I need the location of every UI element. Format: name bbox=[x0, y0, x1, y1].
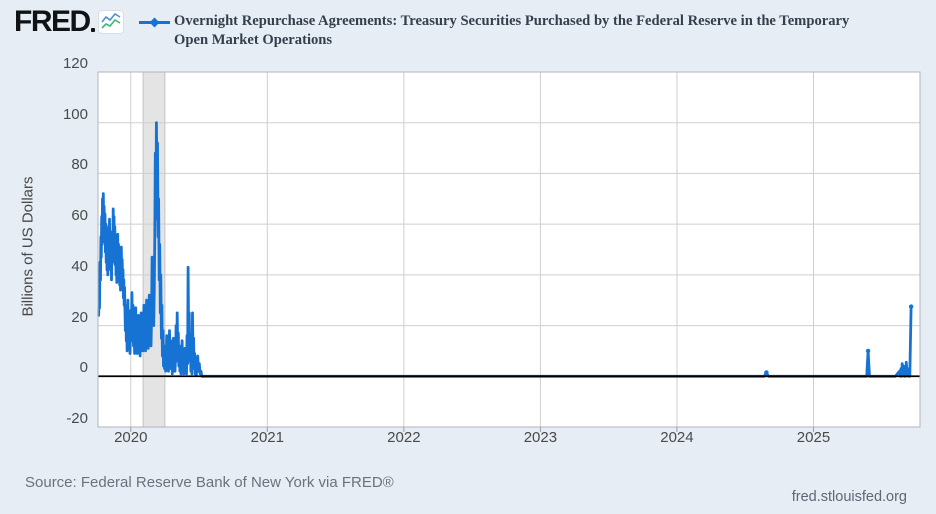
y-tick-label: 0 bbox=[79, 359, 88, 377]
x-tick-label: 2023 bbox=[523, 429, 558, 446]
data-series-line bbox=[97, 121, 913, 378]
diamond-line-marker-icon bbox=[139, 16, 170, 29]
data-point-marker bbox=[908, 304, 914, 309]
source-note: Source: Federal Reserve Bank of New York… bbox=[25, 474, 394, 491]
fred-logo-registered-dot bbox=[90, 28, 95, 32]
y-tick-label: 120 bbox=[62, 55, 88, 72]
data-point-marker bbox=[764, 370, 769, 375]
x-tick-label: 2021 bbox=[250, 429, 284, 446]
line-chart-icon bbox=[97, 10, 124, 34]
legend-item[interactable] bbox=[139, 16, 170, 29]
y-tick-label: 100 bbox=[62, 105, 88, 123]
fred-site-link[interactable]: fred.stlouisfed.org bbox=[791, 489, 907, 505]
y-tick-label: 20 bbox=[71, 308, 88, 326]
data-point-marker bbox=[865, 348, 871, 354]
x-tick-label: 2024 bbox=[660, 429, 694, 446]
x-tick-label: 2025 bbox=[796, 429, 831, 446]
y-tick-label: -20 bbox=[66, 410, 88, 427]
x-tick-label: 2022 bbox=[387, 429, 421, 446]
plot-background bbox=[98, 72, 920, 427]
fred-logo-text: FRED bbox=[14, 5, 91, 38]
y-tick-label: 40 bbox=[71, 257, 88, 275]
y-tick-label: 60 bbox=[71, 207, 88, 225]
y-tick-label: 80 bbox=[71, 156, 88, 174]
plot-border bbox=[97, 71, 921, 428]
chart-title: Overnight Repurchase Agreements: Treasur… bbox=[174, 13, 850, 48]
x-tick-label: 2020 bbox=[114, 429, 148, 446]
fred-logo[interactable]: FRED bbox=[14, 7, 124, 37]
